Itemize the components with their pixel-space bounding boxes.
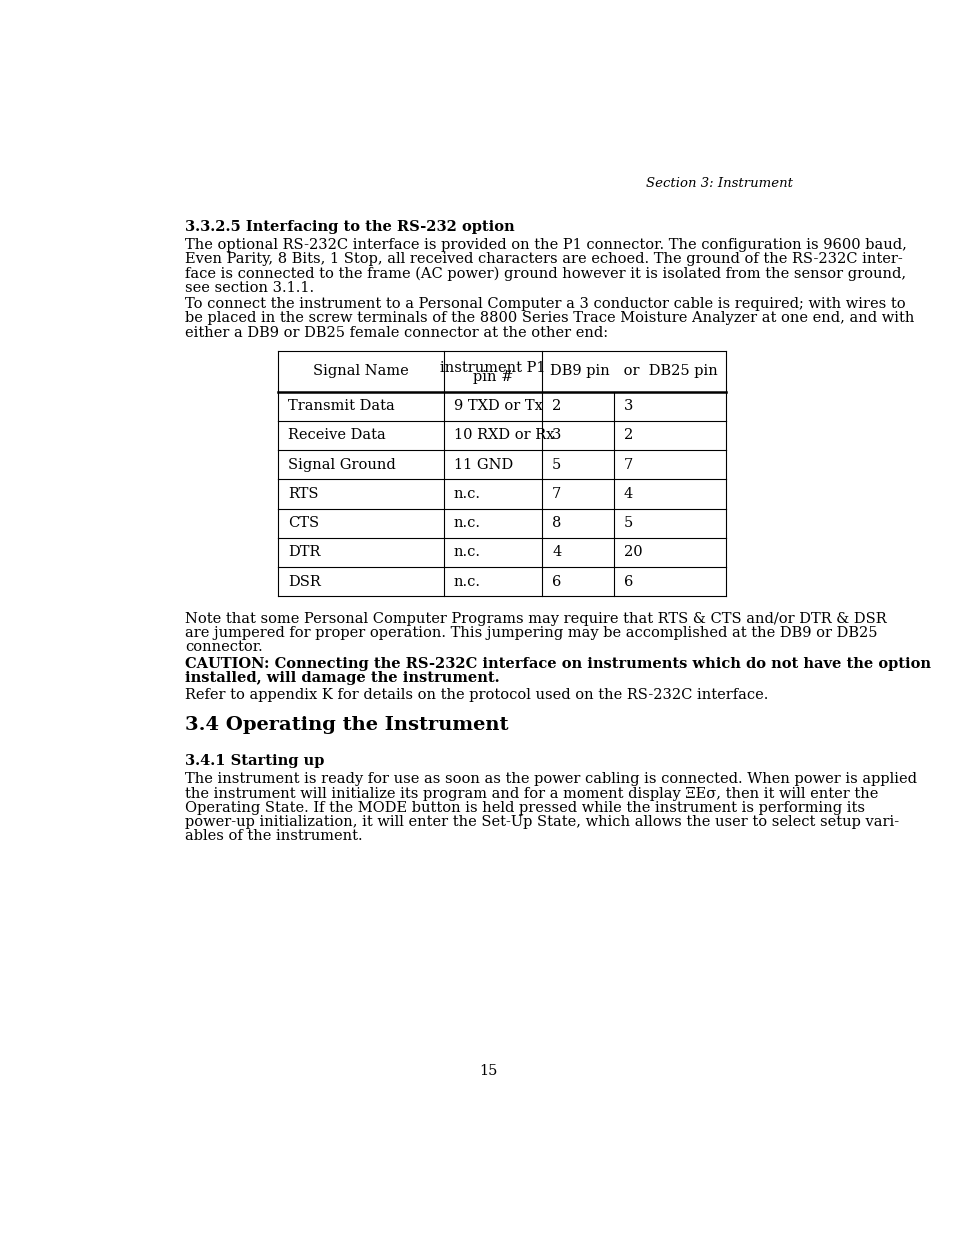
Text: 11 GND: 11 GND — [454, 458, 513, 472]
Text: 8: 8 — [552, 516, 561, 530]
Text: 7: 7 — [623, 458, 633, 472]
Text: 3: 3 — [623, 399, 633, 414]
Text: 10 RXD or Rx: 10 RXD or Rx — [454, 429, 554, 442]
Text: 3: 3 — [552, 429, 561, 442]
Text: 4: 4 — [623, 487, 633, 501]
Text: 5: 5 — [623, 516, 633, 530]
Text: Section 3: Instrument: Section 3: Instrument — [645, 178, 792, 190]
Text: ables of the instrument.: ables of the instrument. — [185, 829, 362, 844]
Text: The instrument is ready for use as soon as the power cabling is connected. When : The instrument is ready for use as soon … — [185, 772, 916, 787]
Text: connector.: connector. — [185, 640, 263, 655]
Text: are jumpered for proper operation. This jumpering may be accomplished at the DB9: are jumpered for proper operation. This … — [185, 626, 877, 640]
Text: CTS: CTS — [288, 516, 319, 530]
Text: Signal Name: Signal Name — [313, 364, 409, 378]
Text: 6: 6 — [552, 574, 561, 589]
Text: 6: 6 — [623, 574, 633, 589]
Text: RTS: RTS — [288, 487, 318, 501]
Text: n.c.: n.c. — [454, 546, 480, 559]
Text: Signal Ground: Signal Ground — [288, 458, 395, 472]
Text: Receive Data: Receive Data — [288, 429, 386, 442]
Text: CAUTION: Connecting the RS-232C interface on instruments which do not have the o: CAUTION: Connecting the RS-232C interfac… — [185, 657, 930, 671]
Text: the instrument will initialize its program and for a moment display ΞEσ, then it: the instrument will initialize its progr… — [185, 787, 878, 800]
Text: Transmit Data: Transmit Data — [288, 399, 395, 414]
Text: Note that some Personal Computer Programs may require that RTS & CTS and/or DTR : Note that some Personal Computer Program… — [185, 611, 886, 626]
Text: 4: 4 — [552, 546, 561, 559]
Text: n.c.: n.c. — [454, 516, 480, 530]
Text: 7: 7 — [552, 487, 561, 501]
Text: 3.3.2.5 Interfacing to the RS-232 option: 3.3.2.5 Interfacing to the RS-232 option — [185, 220, 515, 233]
Text: see section 3.1.1.: see section 3.1.1. — [185, 280, 314, 295]
Text: DTR: DTR — [288, 546, 320, 559]
Text: To connect the instrument to a Personal Computer a 3 conductor cable is required: To connect the instrument to a Personal … — [185, 298, 904, 311]
Text: 20: 20 — [623, 546, 641, 559]
Text: power-up initialization, it will enter the Set-Up State, which allows the user t: power-up initialization, it will enter t… — [185, 815, 899, 829]
Text: 2: 2 — [623, 429, 633, 442]
Text: be placed in the screw terminals of the 8800 Series Trace Moisture Analyzer at o: be placed in the screw terminals of the … — [185, 311, 914, 326]
Text: 5: 5 — [552, 458, 561, 472]
Text: Even Parity, 8 Bits, 1 Stop, all received characters are echoed. The ground of t: Even Parity, 8 Bits, 1 Stop, all receive… — [185, 252, 902, 267]
Text: 15: 15 — [479, 1063, 497, 1078]
Text: pin #: pin # — [473, 370, 513, 384]
Text: instrument P1: instrument P1 — [439, 361, 545, 374]
Text: DB9 pin   or  DB25 pin: DB9 pin or DB25 pin — [549, 364, 717, 378]
Text: n.c.: n.c. — [454, 487, 480, 501]
Text: 3.4 Operating the Instrument: 3.4 Operating the Instrument — [185, 716, 508, 734]
Text: Operating State. If the MODE button is held pressed while the instrument is perf: Operating State. If the MODE button is h… — [185, 800, 864, 815]
Text: either a DB9 or DB25 female connector at the other end:: either a DB9 or DB25 female connector at… — [185, 326, 608, 340]
Text: installed, will damage the instrument.: installed, will damage the instrument. — [185, 671, 499, 685]
Text: 3.4.1 Starting up: 3.4.1 Starting up — [185, 755, 324, 768]
Text: face is connected to the frame (AC power) ground however it is isolated from the: face is connected to the frame (AC power… — [185, 267, 905, 280]
Text: n.c.: n.c. — [454, 574, 480, 589]
Text: Refer to appendix K for details on the protocol used on the RS-232C interface.: Refer to appendix K for details on the p… — [185, 688, 768, 701]
Text: 2: 2 — [552, 399, 561, 414]
Text: The optional RS-232C interface is provided on the P1 connector. The configuratio: The optional RS-232C interface is provid… — [185, 238, 906, 252]
Text: DSR: DSR — [288, 574, 321, 589]
Text: 9 TXD or Tx: 9 TXD or Tx — [454, 399, 542, 414]
